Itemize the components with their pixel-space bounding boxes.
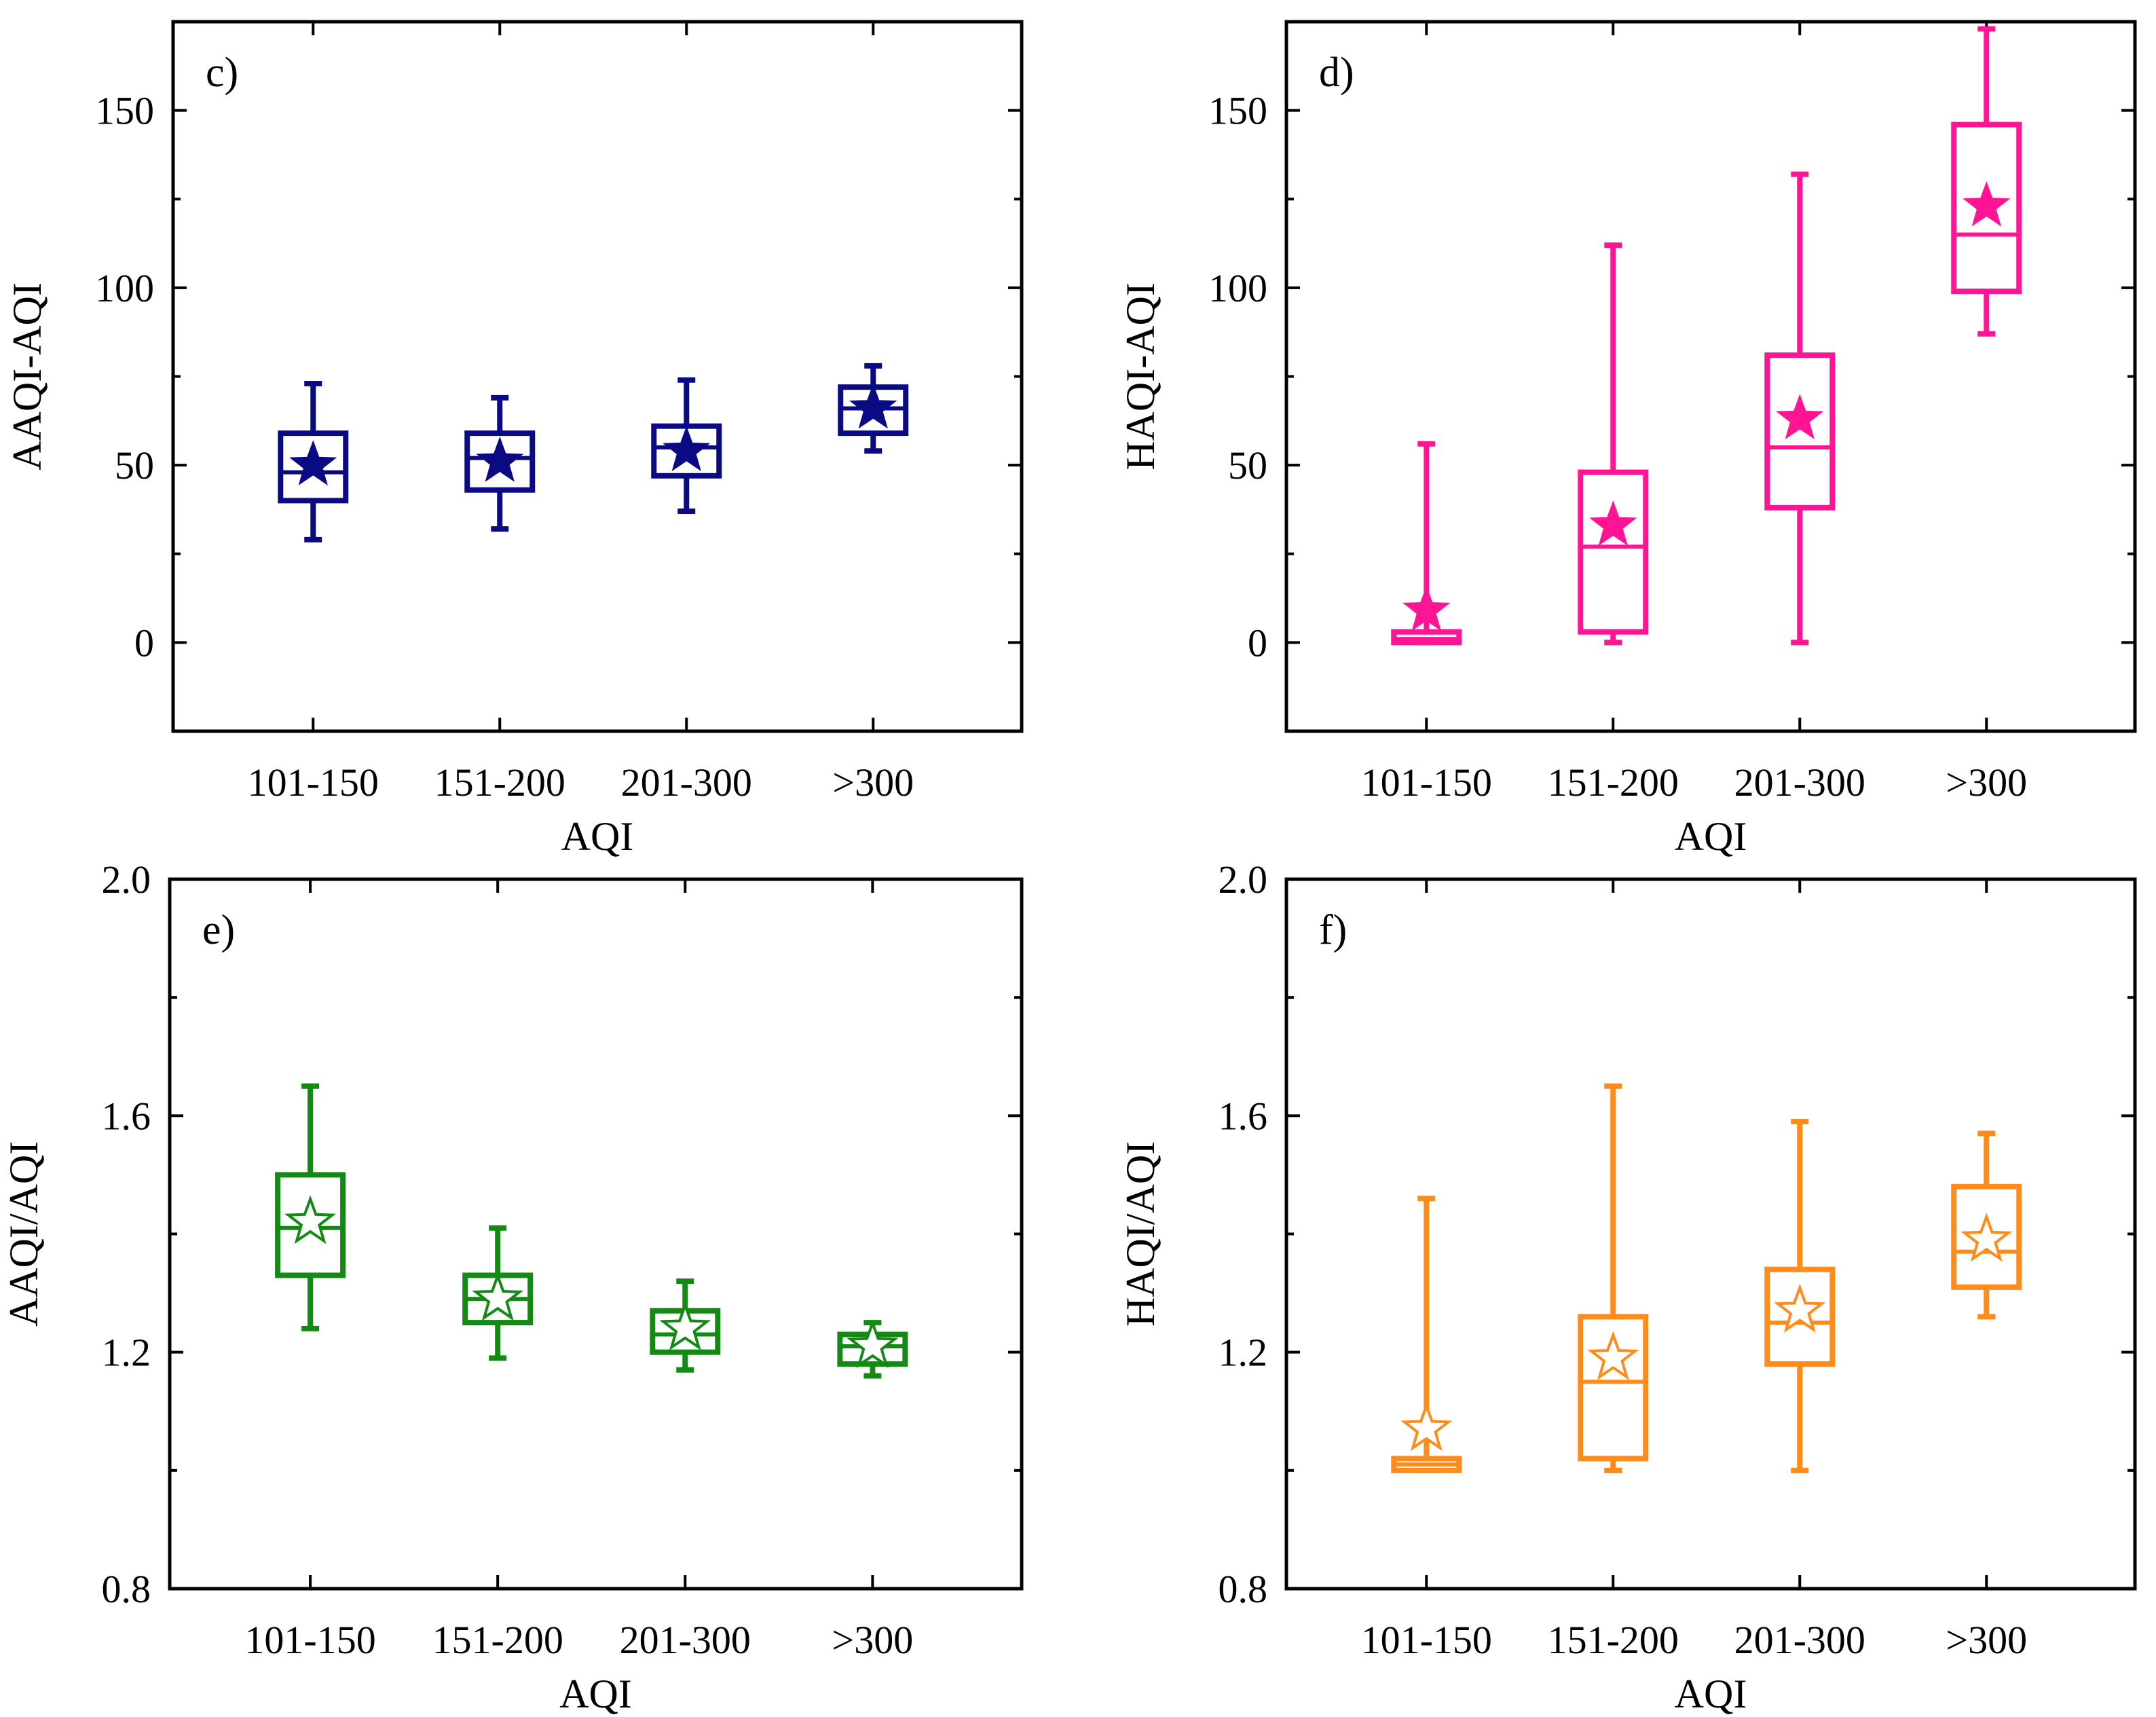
- box-plot-4: [837, 1319, 908, 1379]
- box-plot-3: [651, 377, 722, 515]
- panel-f: 0.8 1.2 1.6 2.0 101-150 151-200 201-300 >300 AQI…: [1118, 857, 2137, 1716]
- box-plot-4: [838, 363, 909, 454]
- mean-star-marker: [1400, 1402, 1453, 1452]
- y-tick-label: 100: [95, 266, 154, 310]
- x-tick-label: 101-150: [1361, 1618, 1492, 1662]
- y-axis-label: HAQI/AQI: [1118, 1141, 1163, 1327]
- y-axis-label: AAQI/AQI: [1, 1141, 46, 1327]
- box-plot-1: [278, 380, 349, 542]
- y-tick-label: 0.8: [1219, 1567, 1268, 1611]
- panel-c: 0 50 100 150 101-150 151-200 201-300 >300 AQI AAQ…: [5, 20, 1024, 859]
- box-plot-2: [462, 1225, 534, 1361]
- x-tick-label: 151-200: [432, 1618, 563, 1662]
- panel-d: 0 50 100 150 101-150 151-200 201-300 >300 AQI HAQ…: [1118, 20, 2137, 859]
- mean-star-marker: [476, 436, 524, 482]
- box-plot-3: [1764, 1119, 1836, 1473]
- panel-label: d): [1319, 50, 1354, 96]
- box-plot-4: [1951, 26, 2022, 337]
- box-plot-2: [1578, 1083, 1649, 1473]
- box-plot-2: [1578, 242, 1649, 646]
- x-tick-label: 101-150: [244, 1618, 375, 1662]
- mean-star-marker: [1402, 585, 1451, 631]
- mean-star-marker: [289, 440, 337, 485]
- mean-star-marker: [1776, 394, 1824, 440]
- mean-star-marker: [1960, 1213, 2013, 1262]
- mean-star-marker: [1587, 1331, 1639, 1380]
- box-plot-1: [1391, 441, 1462, 646]
- y-tick-label: 0.8: [102, 1567, 151, 1611]
- plot-frame: [171, 20, 1024, 733]
- x-tick-label: 201-300: [1734, 760, 1865, 805]
- y-axis-label: HAQI-AQI: [1118, 282, 1163, 470]
- x-axis-label: AQI: [559, 1672, 632, 1716]
- x-tick-label: 151-200: [1548, 1618, 1679, 1662]
- iqr-box: [1578, 469, 1649, 635]
- box-plot-3: [1764, 171, 1836, 646]
- x-tick-label: 101-150: [1361, 760, 1492, 805]
- y-tick-label: 0: [134, 621, 154, 665]
- y-tick-label: 100: [1208, 266, 1267, 310]
- box-plot-3: [650, 1278, 721, 1373]
- x-tick-label: >300: [832, 1618, 914, 1662]
- y-tick-label: 50: [1228, 443, 1267, 487]
- y-tick-label: 2.0: [102, 857, 151, 902]
- mean-star-marker: [1774, 1283, 1826, 1333]
- mean-star-marker: [1963, 181, 2011, 227]
- mean-star-marker: [849, 383, 897, 429]
- x-tick-label: 151-200: [434, 760, 565, 805]
- box-plot-1: [275, 1083, 346, 1331]
- panel-label: e): [202, 907, 235, 953]
- x-tick-label: 201-300: [1734, 1618, 1865, 1662]
- mean-star-marker: [1589, 500, 1637, 546]
- mean-star-marker: [663, 426, 711, 472]
- y-tick-label: 2.0: [1219, 857, 1268, 902]
- y-tick-label: 1.2: [102, 1331, 151, 1375]
- y-axis-label: AAQI-AQI: [5, 282, 50, 470]
- x-tick-label: >300: [1946, 760, 2027, 805]
- y-tick-label: 1.2: [1219, 1331, 1268, 1375]
- x-tick-label: 201-300: [621, 760, 752, 805]
- y-tick-label: 150: [95, 89, 154, 133]
- x-axis-label: AQI: [1675, 1672, 1747, 1716]
- x-tick-label: 101-150: [248, 760, 379, 805]
- x-tick-label: >300: [832, 760, 914, 805]
- y-tick-label: 50: [115, 443, 154, 487]
- iqr-box: [1764, 352, 1836, 511]
- x-tick-label: 201-300: [620, 1618, 751, 1662]
- panel-label: c): [206, 50, 238, 96]
- y-tick-label: 150: [1208, 89, 1267, 133]
- x-axis-label: AQI: [1675, 814, 1747, 859]
- x-tick-label: >300: [1946, 1618, 2027, 1662]
- y-tick-label: 1.6: [102, 1094, 151, 1138]
- mean-star-marker: [847, 1319, 899, 1369]
- mean-star-marker: [659, 1301, 711, 1351]
- y-tick-label: 1.6: [1219, 1094, 1268, 1138]
- x-axis-label: AQI: [561, 814, 634, 859]
- mean-star-marker: [284, 1195, 336, 1244]
- box-plot-2: [464, 394, 536, 532]
- y-tick-label: 0: [1248, 621, 1267, 665]
- box-plot-1: [1391, 1196, 1462, 1473]
- box-plot-4: [1951, 1130, 2022, 1320]
- mean-star-marker: [472, 1272, 524, 1321]
- panel-label: f): [1319, 907, 1347, 953]
- x-tick-label: 151-200: [1548, 760, 1679, 805]
- panel-e: 0.8 1.2 1.6 2.0 101-150 151-200 201-300 >300 AQI…: [1, 857, 1024, 1716]
